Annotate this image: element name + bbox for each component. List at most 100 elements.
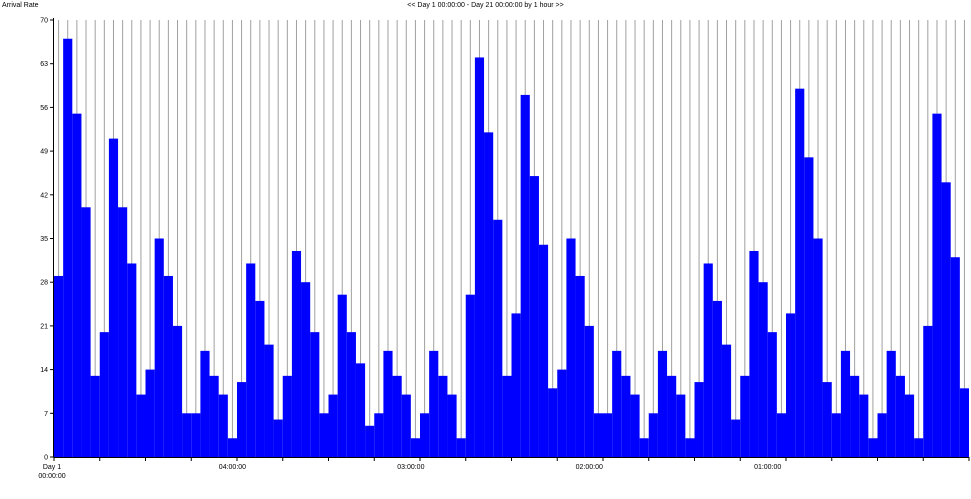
bar xyxy=(172,325,183,457)
bar xyxy=(118,207,128,457)
y-tick-label: 35 xyxy=(40,236,48,243)
bar xyxy=(282,375,292,457)
bar xyxy=(566,238,576,457)
bar xyxy=(163,275,173,457)
x-tick-label: Day 1 xyxy=(43,464,61,471)
bar xyxy=(950,257,960,457)
bar xyxy=(438,375,448,457)
bar xyxy=(401,394,411,457)
bar xyxy=(639,438,649,457)
bar xyxy=(365,425,375,457)
bar xyxy=(237,382,247,457)
bar xyxy=(420,413,430,457)
bar xyxy=(877,413,887,457)
bar xyxy=(685,438,695,457)
bar xyxy=(218,394,228,457)
bar xyxy=(447,394,457,457)
bar xyxy=(804,157,814,458)
bar xyxy=(520,94,530,458)
y-tick-label: 28 xyxy=(40,280,48,287)
bar xyxy=(484,132,494,457)
bar xyxy=(319,413,329,457)
y-tick-label: 0 xyxy=(44,455,48,462)
bar xyxy=(127,263,137,457)
bar xyxy=(740,375,750,457)
bar xyxy=(786,313,796,457)
bar xyxy=(502,375,512,457)
bar xyxy=(99,332,109,457)
y-tick-label: 63 xyxy=(40,61,48,68)
chart-title: << Day 1 00:00:00 - Day 21 00:00:00 by 1… xyxy=(407,2,564,9)
bar xyxy=(850,375,860,457)
bar xyxy=(493,219,503,457)
bar xyxy=(429,350,439,457)
bar xyxy=(721,344,732,457)
bar xyxy=(904,394,915,457)
bar xyxy=(81,207,91,457)
bar xyxy=(355,363,366,457)
bar xyxy=(584,325,594,457)
bar xyxy=(465,294,475,457)
bar xyxy=(310,332,320,457)
bar xyxy=(337,294,347,457)
bar xyxy=(557,369,567,457)
bar xyxy=(712,300,722,457)
bar xyxy=(731,419,741,457)
bar xyxy=(273,419,283,457)
bar xyxy=(914,438,924,457)
y-tick-label: 56 xyxy=(40,105,48,112)
bar xyxy=(72,113,82,458)
bar xyxy=(474,57,485,457)
x-tick-label: 02:00:00 xyxy=(576,464,603,471)
bar xyxy=(90,375,100,457)
bar xyxy=(301,282,311,457)
bar xyxy=(767,332,777,457)
bar xyxy=(703,263,713,457)
bar xyxy=(749,250,759,457)
bar xyxy=(145,369,155,457)
bar xyxy=(758,282,768,457)
bar xyxy=(676,394,686,457)
bar xyxy=(200,350,210,457)
bar xyxy=(831,413,841,457)
bar xyxy=(621,375,631,457)
y-tick-label: 21 xyxy=(40,323,48,330)
bar xyxy=(374,413,384,457)
bar xyxy=(630,394,640,457)
bar xyxy=(868,438,878,457)
x-tick-sublabel: 00:00:00 xyxy=(38,473,65,480)
bar xyxy=(154,238,164,457)
y-tick-label: 70 xyxy=(40,18,48,25)
bar xyxy=(648,413,658,457)
bar xyxy=(182,413,192,457)
bar xyxy=(575,275,585,457)
y-tick-label: 14 xyxy=(40,367,48,374)
bar xyxy=(264,344,274,457)
bar xyxy=(383,350,393,457)
bar xyxy=(657,350,668,457)
bar xyxy=(859,394,869,457)
bar xyxy=(593,413,603,457)
bar xyxy=(410,438,420,457)
bar xyxy=(255,300,265,457)
bar xyxy=(959,388,969,457)
bar xyxy=(813,238,823,457)
bar xyxy=(63,38,73,457)
bar xyxy=(603,413,613,457)
bar xyxy=(776,413,786,457)
bar xyxy=(511,313,521,457)
bar xyxy=(822,382,832,457)
bar xyxy=(886,350,896,457)
bar xyxy=(795,88,805,458)
x-tick-label: 03:00:00 xyxy=(397,464,424,471)
y-axis-label: Arrival Rate xyxy=(2,2,39,9)
bar xyxy=(191,413,201,457)
bar xyxy=(548,388,558,457)
y-tick-label: 7 xyxy=(44,411,48,418)
bar xyxy=(895,375,905,457)
bar xyxy=(54,275,64,457)
bar xyxy=(840,350,851,457)
x-tick-label: 04:00:00 xyxy=(219,464,246,471)
bar xyxy=(538,244,549,457)
